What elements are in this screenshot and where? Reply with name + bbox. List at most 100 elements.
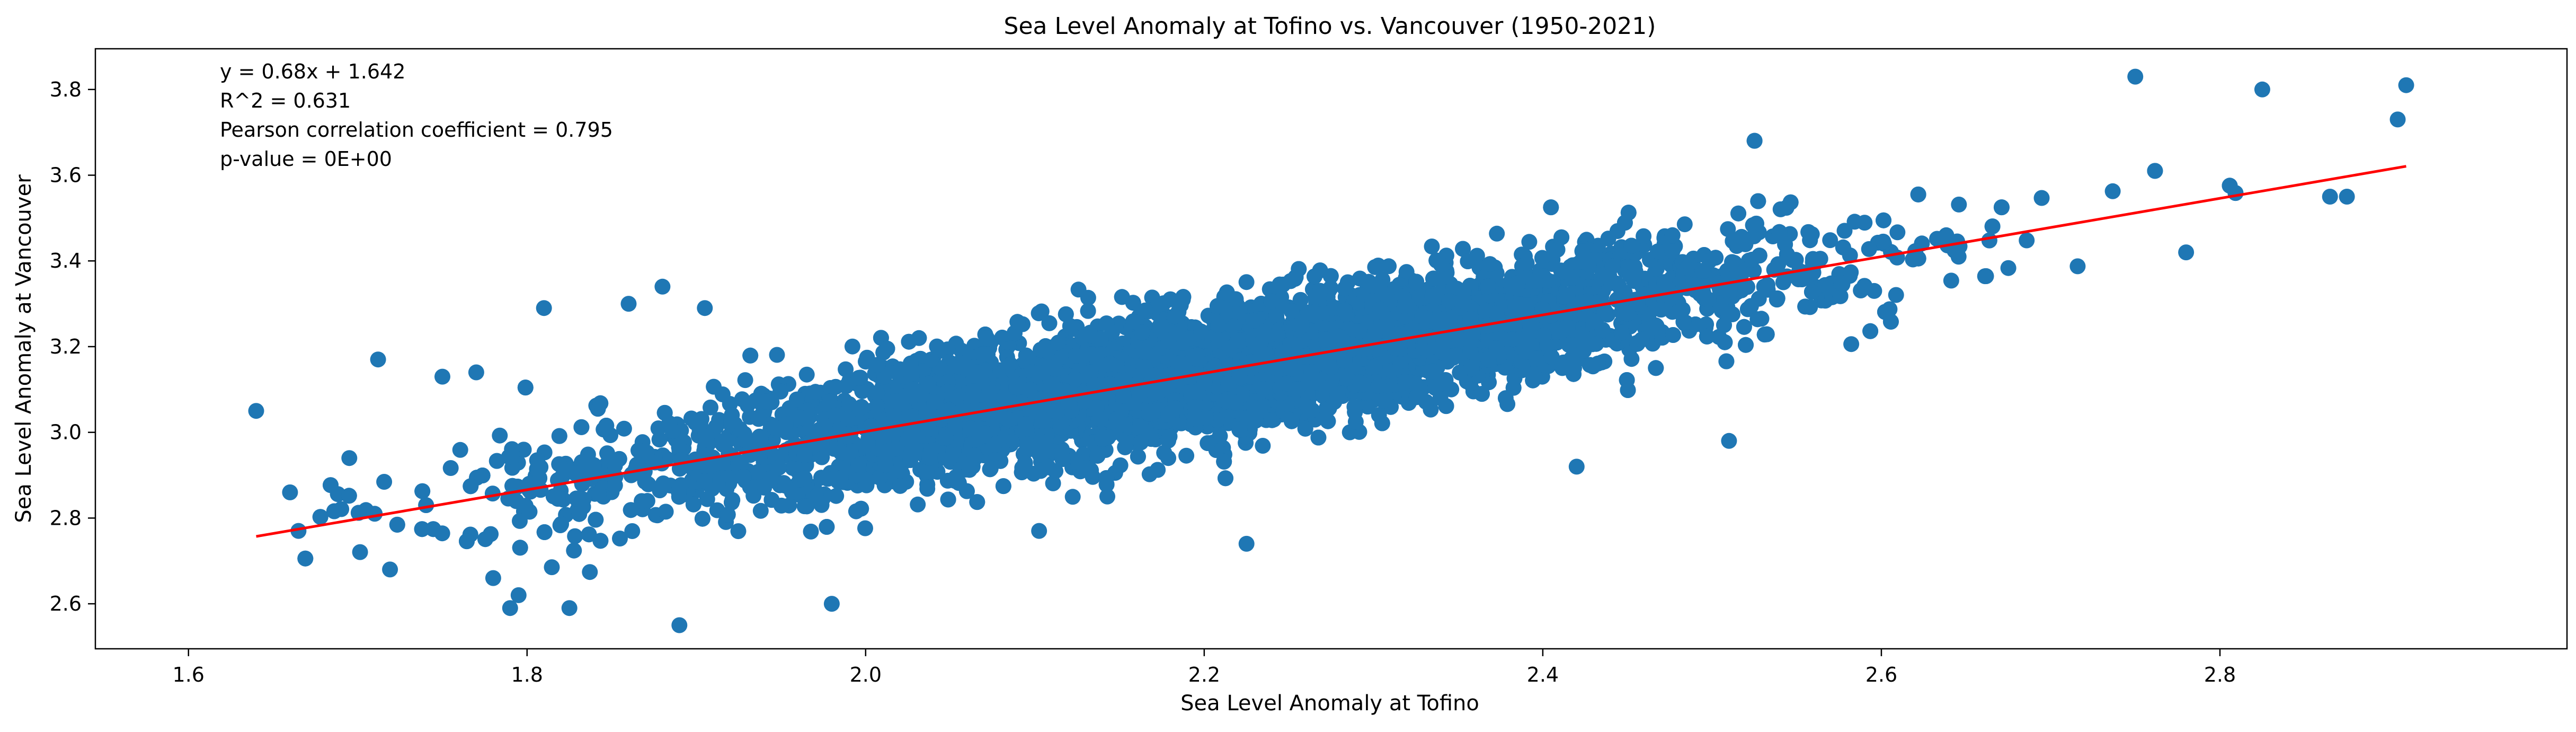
data-point: [706, 378, 722, 395]
data-point: [1888, 287, 1904, 303]
data-point: [854, 383, 870, 399]
data-point: [894, 465, 910, 482]
data-point: [1981, 232, 1997, 249]
data-point: [1664, 227, 1681, 243]
data-point: [612, 531, 628, 546]
data-point: [1041, 315, 1058, 331]
data-point: [492, 427, 508, 444]
data-point: [1255, 438, 1271, 454]
data-point: [551, 428, 567, 444]
data-point: [1857, 278, 1873, 294]
data-point: [1521, 234, 1538, 250]
data-point: [1238, 274, 1255, 290]
data-point: [750, 411, 767, 427]
data-point: [1743, 298, 1759, 314]
data-point: [1951, 196, 1967, 213]
data-point: [1857, 215, 1873, 231]
data-point: [607, 477, 623, 493]
data-point: [719, 506, 736, 523]
data-point: [341, 488, 357, 504]
data-point: [376, 474, 393, 490]
data-point: [2227, 185, 2244, 201]
data-point: [1738, 337, 1754, 353]
data-point: [544, 559, 560, 576]
data-point: [463, 478, 479, 495]
data-point: [1636, 228, 1652, 244]
data-point: [1730, 205, 1746, 222]
data-point: [1836, 223, 1853, 239]
data-point: [724, 494, 740, 510]
data-point: [1489, 225, 1505, 242]
data-point: [1843, 336, 1860, 352]
data-point: [1418, 394, 1434, 410]
data-point: [1218, 470, 1233, 487]
data-point: [1499, 396, 1516, 412]
data-point: [1310, 429, 1327, 446]
data-point: [1160, 433, 1176, 449]
data-point: [1033, 303, 1050, 320]
data-point: [581, 526, 597, 543]
data-point: [1543, 199, 1559, 216]
data-point: [553, 516, 570, 532]
data-point: [910, 496, 926, 513]
data-point: [1889, 224, 1906, 241]
data-point: [769, 347, 785, 363]
data-point: [703, 399, 718, 416]
data-point: [599, 445, 615, 462]
data-point: [1045, 475, 1061, 491]
data-point: [651, 431, 668, 448]
data-point: [624, 523, 641, 539]
data-point: [1031, 523, 1047, 539]
data-point: [752, 502, 769, 519]
data-point: [1943, 272, 1959, 289]
data-point: [567, 528, 583, 544]
data-point: [1156, 445, 1172, 461]
data-point: [1089, 447, 1106, 464]
chart-title: Sea Level Anomaly at Tofino vs. Vancouve…: [1004, 13, 1656, 40]
data-point: [573, 419, 590, 435]
data-point: [1910, 186, 1926, 202]
data-point: [730, 523, 747, 540]
data-point: [2000, 260, 2017, 276]
data-point: [699, 491, 715, 507]
data-point: [592, 533, 609, 549]
data-point: [1736, 319, 1752, 335]
data-point: [1064, 489, 1081, 505]
data-point: [658, 451, 674, 467]
data-point: [2104, 183, 2121, 199]
data-point: [969, 494, 985, 510]
data-point: [1080, 289, 1096, 306]
data-point: [953, 342, 970, 359]
data-point: [352, 544, 368, 560]
data-point: [2033, 190, 2050, 206]
data-point: [798, 366, 815, 383]
data-point: [892, 478, 908, 494]
data-point: [844, 338, 860, 355]
data-point: [872, 469, 888, 486]
data-point: [1292, 292, 1309, 308]
data-point: [1370, 258, 1387, 274]
data-point: [2019, 232, 2035, 249]
data-point: [442, 460, 459, 476]
data-point: [737, 372, 753, 389]
data-point: [566, 542, 582, 559]
data-point: [452, 442, 468, 458]
data-point: [1718, 353, 1735, 369]
data-point: [582, 564, 598, 580]
data-point: [828, 488, 845, 504]
data-point: [616, 420, 632, 437]
data-point: [655, 475, 671, 491]
data-point: [1804, 284, 1820, 300]
data-point: [1424, 239, 1440, 254]
data-point: [1178, 447, 1195, 464]
data-point: [1623, 351, 1640, 367]
data-point: [477, 531, 493, 548]
data-point: [803, 523, 819, 540]
data-point: [512, 540, 528, 556]
data-point: [1098, 315, 1115, 332]
data-point: [1099, 488, 1115, 505]
data-point: [1687, 316, 1703, 332]
data-point: [1125, 313, 1141, 330]
data-point: [1676, 216, 1693, 233]
